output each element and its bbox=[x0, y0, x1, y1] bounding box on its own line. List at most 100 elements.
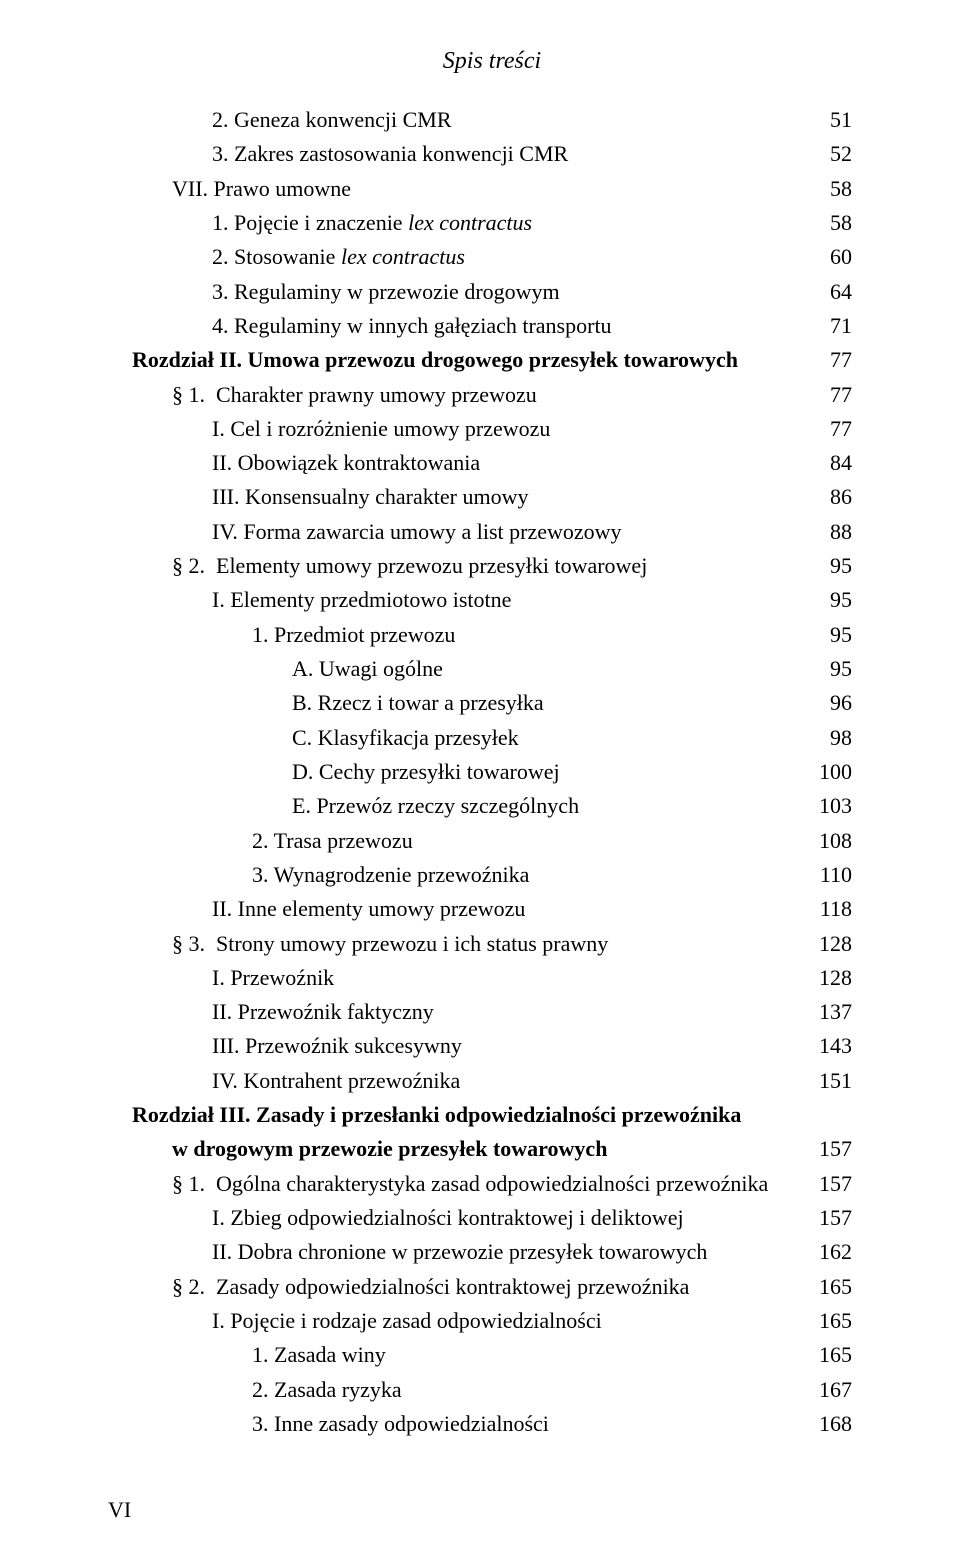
toc-page-number: 168 bbox=[806, 1407, 852, 1441]
toc-page-number: 95 bbox=[806, 652, 852, 686]
toc-label-italic: lex contractus bbox=[408, 210, 532, 235]
running-head: Spis treści bbox=[132, 48, 852, 75]
toc-label: IV. Forma zawarcia umowy a list przewozo… bbox=[212, 515, 622, 549]
toc-entry: 3. Zakres zastosowania konwencji CMR52 bbox=[132, 137, 852, 171]
toc-label: § 1. Ogólna charakterystyka zasad odpowi… bbox=[172, 1167, 768, 1201]
toc-entry: § 1. Ogólna charakterystyka zasad odpowi… bbox=[132, 1167, 852, 1201]
toc-entry: B. Rzecz i towar a przesyłka 96 bbox=[132, 686, 852, 720]
toc-entry: III. Konsensualny charakter umowy 86 bbox=[132, 480, 852, 514]
toc-entry: 2. Zasada ryzyka 167 bbox=[132, 1373, 852, 1407]
toc-label: E. Przewóz rzeczy szczególnych bbox=[292, 789, 579, 823]
toc-page-number: 58 bbox=[806, 206, 852, 240]
toc-page-number: 118 bbox=[806, 892, 852, 926]
toc-label-italic: lex contractus bbox=[341, 244, 465, 269]
toc-entry: § 2. Zasady odpowiedzialności kontraktow… bbox=[132, 1270, 852, 1304]
toc-label: Rozdział II. Umowa przewozu drogowego pr… bbox=[132, 343, 738, 377]
toc-page-number: 96 bbox=[806, 686, 852, 720]
toc-label: § 2. Zasady odpowiedzialności kontraktow… bbox=[172, 1270, 689, 1304]
page-folio: VI bbox=[108, 1497, 131, 1523]
toc-entry: A. Uwagi ogólne95 bbox=[132, 652, 852, 686]
toc-label: I. Przewoźnik bbox=[212, 961, 334, 995]
page: Spis treści 2. Geneza konwencji CMR513. … bbox=[0, 0, 960, 1561]
toc-label: II. Dobra chronione w przewozie przesyłe… bbox=[212, 1235, 707, 1269]
toc-label: Rozdział III. Zasady i przesłanki odpowi… bbox=[132, 1098, 741, 1132]
toc-label: 2. Geneza konwencji CMR bbox=[212, 103, 452, 137]
toc-page-number: 157 bbox=[806, 1167, 852, 1201]
toc-page-number: 60 bbox=[806, 240, 852, 274]
toc-label: I. Zbieg odpowiedzialności kontraktowej … bbox=[212, 1201, 684, 1235]
toc-label: 3. Wynagrodzenie przewoźnika bbox=[252, 858, 529, 892]
toc-label: I. Elementy przedmiotowo istotne bbox=[212, 583, 511, 617]
toc-entry: VII. Prawo umowne58 bbox=[132, 172, 852, 206]
toc-page-number: 143 bbox=[806, 1029, 852, 1063]
toc-label: B. Rzecz i towar a przesyłka bbox=[292, 686, 544, 720]
toc-entry: 2. Stosowanie lex contractus 60 bbox=[132, 240, 852, 274]
toc-entry: 1. Zasada winy 165 bbox=[132, 1338, 852, 1372]
toc-entry: II. Przewoźnik faktyczny 137 bbox=[132, 995, 852, 1029]
toc-page-number: 110 bbox=[806, 858, 852, 892]
toc-label: IV. Kontrahent przewoźnika bbox=[212, 1064, 460, 1098]
toc-entry: IV. Kontrahent przewoźnika 151 bbox=[132, 1064, 852, 1098]
toc-page-number: 165 bbox=[806, 1304, 852, 1338]
toc-label: § 2. Elementy umowy przewozu przesyłki t… bbox=[172, 549, 647, 583]
toc-label: VII. Prawo umowne bbox=[172, 172, 351, 206]
toc-entry: § 2. Elementy umowy przewozu przesyłki t… bbox=[132, 549, 852, 583]
toc-entry: I. Zbieg odpowiedzialności kontraktowej … bbox=[132, 1201, 852, 1235]
toc-entry: 3. Inne zasady odpowiedzialności 168 bbox=[132, 1407, 852, 1441]
toc-entry: D. Cechy przesyłki towarowej100 bbox=[132, 755, 852, 789]
toc-page-number: 128 bbox=[806, 961, 852, 995]
toc-entry: IV. Forma zawarcia umowy a list przewozo… bbox=[132, 515, 852, 549]
toc-label: § 1. Charakter prawny umowy przewozu bbox=[172, 378, 537, 412]
toc-page-number: 157 bbox=[806, 1201, 852, 1235]
toc-page-number: 157 bbox=[806, 1132, 852, 1166]
toc-label: 4. Regulaminy w innych gałęziach transpo… bbox=[212, 309, 612, 343]
toc-page-number: 162 bbox=[806, 1235, 852, 1269]
toc-label: D. Cechy przesyłki towarowej bbox=[292, 755, 560, 789]
toc-page-number: 77 bbox=[806, 343, 852, 377]
toc-page-number: 95 bbox=[806, 618, 852, 652]
toc-label: 2. Zasada ryzyka bbox=[252, 1373, 402, 1407]
toc-entry: E. Przewóz rzeczy szczególnych 103 bbox=[132, 789, 852, 823]
toc-entry: II. Obowiązek kontraktowania84 bbox=[132, 446, 852, 480]
toc-entry: 4. Regulaminy w innych gałęziach transpo… bbox=[132, 309, 852, 343]
toc-label: 2. Stosowanie lex contractus bbox=[212, 240, 465, 274]
toc-page-number: 88 bbox=[806, 515, 852, 549]
toc-page-number: 64 bbox=[806, 275, 852, 309]
toc-label: § 3. Strony umowy przewozu i ich status … bbox=[172, 927, 608, 961]
toc-label: III. Przewoźnik sukcesywny bbox=[212, 1029, 462, 1063]
toc-page-number: 71 bbox=[806, 309, 852, 343]
toc-page-number: 52 bbox=[806, 137, 852, 171]
toc-label: II. Inne elementy umowy przewozu bbox=[212, 892, 525, 926]
toc-page-number: 95 bbox=[806, 549, 852, 583]
toc-label: w drogowym przewozie przesyłek towarowyc… bbox=[172, 1132, 607, 1166]
toc-entry: I. Cel i rozróżnienie umowy przewozu77 bbox=[132, 412, 852, 446]
toc-entry: 3. Wynagrodzenie przewoźnika 110 bbox=[132, 858, 852, 892]
toc-entry: 2. Trasa przewozu108 bbox=[132, 824, 852, 858]
toc-label: 1. Przedmiot przewozu bbox=[252, 618, 455, 652]
toc-page-number: 128 bbox=[806, 927, 852, 961]
toc-page-number: 95 bbox=[806, 583, 852, 617]
toc-entry: § 1. Charakter prawny umowy przewozu 77 bbox=[132, 378, 852, 412]
toc-label: II. Obowiązek kontraktowania bbox=[212, 446, 480, 480]
toc-label: 3. Inne zasady odpowiedzialności bbox=[252, 1407, 549, 1441]
toc-entry: III. Przewoźnik sukcesywny 143 bbox=[132, 1029, 852, 1063]
toc-page-number: 165 bbox=[806, 1270, 852, 1304]
toc-label: C. Klasyfikacja przesyłek bbox=[292, 721, 519, 755]
toc-entry: I. Pojęcie i rodzaje zasad odpowiedzialn… bbox=[132, 1304, 852, 1338]
toc-entry: I. Przewoźnik 128 bbox=[132, 961, 852, 995]
toc-page-number: 86 bbox=[806, 480, 852, 514]
toc-label: III. Konsensualny charakter umowy bbox=[212, 480, 528, 514]
toc-label: 1. Zasada winy bbox=[252, 1338, 386, 1372]
toc-label: II. Przewoźnik faktyczny bbox=[212, 995, 434, 1029]
toc-page-number: 103 bbox=[806, 789, 852, 823]
toc-entry: Rozdział II. Umowa przewozu drogowego pr… bbox=[132, 343, 852, 377]
toc-page-number: 165 bbox=[806, 1338, 852, 1372]
toc-entry: C. Klasyfikacja przesyłek 98 bbox=[132, 721, 852, 755]
toc-page-number: 51 bbox=[806, 103, 852, 137]
toc-page-number: 151 bbox=[806, 1064, 852, 1098]
toc-page-number: 167 bbox=[806, 1373, 852, 1407]
toc-page-number: 77 bbox=[806, 378, 852, 412]
toc-page-number: 98 bbox=[806, 721, 852, 755]
toc-page-number: 137 bbox=[806, 995, 852, 1029]
toc-label: 3. Regulaminy w przewozie drogowym bbox=[212, 275, 560, 309]
